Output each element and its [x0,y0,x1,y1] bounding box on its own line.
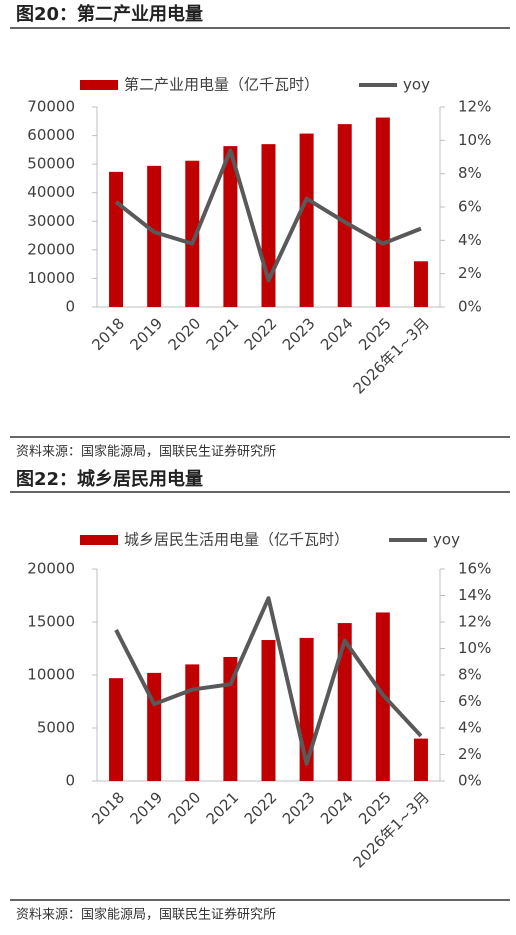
y2-tick-label: 16% [458,560,491,578]
y-tick-label: 20000 [27,240,75,258]
bar [413,738,428,781]
x-tick-label: 2022 [241,314,281,354]
x-tick-label: 2021 [203,314,243,354]
y2-tick-label: 0% [458,298,482,316]
bar [147,165,162,307]
bar [337,623,352,781]
x-tick-label: 2019 [126,314,166,354]
y2-tick-label: 6% [458,692,482,710]
y2-tick-label: 6% [458,198,482,216]
y-tick-label: 5000 [37,719,75,737]
x-tick-label: 2019 [126,788,166,828]
y-tick-label: 30000 [27,212,75,230]
legend-label: yoy [403,76,430,94]
y-tick-label: 60000 [27,126,75,144]
line [114,148,422,283]
bar [337,124,352,308]
y2-tick-label: 2% [458,264,482,282]
bar [299,133,314,307]
y2-tick-label: 10% [458,639,491,657]
legend-label: 第二产业用电量（亿千瓦时） [124,76,319,94]
y2-tick-label: 12% [458,613,491,631]
y-tick-label: 0 [65,772,75,790]
x-tick-label: 2024 [317,314,357,354]
bar [109,678,124,781]
bar [261,144,276,307]
bar [109,171,124,307]
x-tick-label: 2020 [165,314,205,354]
y-tick-label: 40000 [27,183,75,201]
x-tick-label: 2023 [279,314,319,354]
y-tick-label: 0 [65,298,75,316]
bar [413,261,428,307]
bar [147,672,162,781]
bar [223,146,238,307]
y2-tick-label: 4% [458,231,482,249]
y2-tick-label: 10% [458,131,491,149]
x-tick-label: 2022 [241,788,281,828]
legend-label: 城乡居民生活用电量（亿千瓦时） [124,531,349,549]
y2-tick-label: 12% [458,98,491,116]
bar [223,656,238,781]
y-tick-label: 70000 [27,98,75,116]
source: 资料来源：国家能源局，国联民生证券研究所 [16,907,276,923]
y2-tick-label: 2% [458,745,482,763]
bar [261,640,276,781]
y-tick-label: 10000 [27,269,75,287]
x-tick-label: 2021 [203,788,243,828]
x-tick-label: 2018 [88,314,128,354]
y-tick-label: 20000 [27,560,75,578]
legend-swatch [80,80,118,90]
legend-label: yoy [433,531,460,549]
bar [185,664,200,781]
y-tick-label: 50000 [27,155,75,173]
y2-tick-label: 8% [458,666,482,684]
y2-tick-label: 4% [458,719,482,737]
x-tick-label: 2024 [317,788,357,828]
x-tick-label: 2023 [279,788,319,828]
y-tick-label: 15000 [27,613,75,631]
y-tick-label: 10000 [27,666,75,684]
line [114,596,423,766]
bar [185,160,200,307]
x-tick-label: 2020 [165,788,205,828]
source: 资料来源：国家能源局，国联民生证券研究所 [16,444,276,460]
figure-title: 图22：城乡居民用电量 [16,468,203,490]
legend-swatch [80,535,118,545]
bar [375,117,390,307]
figure-title: 图20：第二产业用电量 [16,3,203,25]
x-tick-label: 2018 [88,788,128,828]
y2-tick-label: 8% [458,164,482,182]
y2-tick-label: 0% [458,772,482,790]
y2-tick-label: 14% [458,586,491,604]
